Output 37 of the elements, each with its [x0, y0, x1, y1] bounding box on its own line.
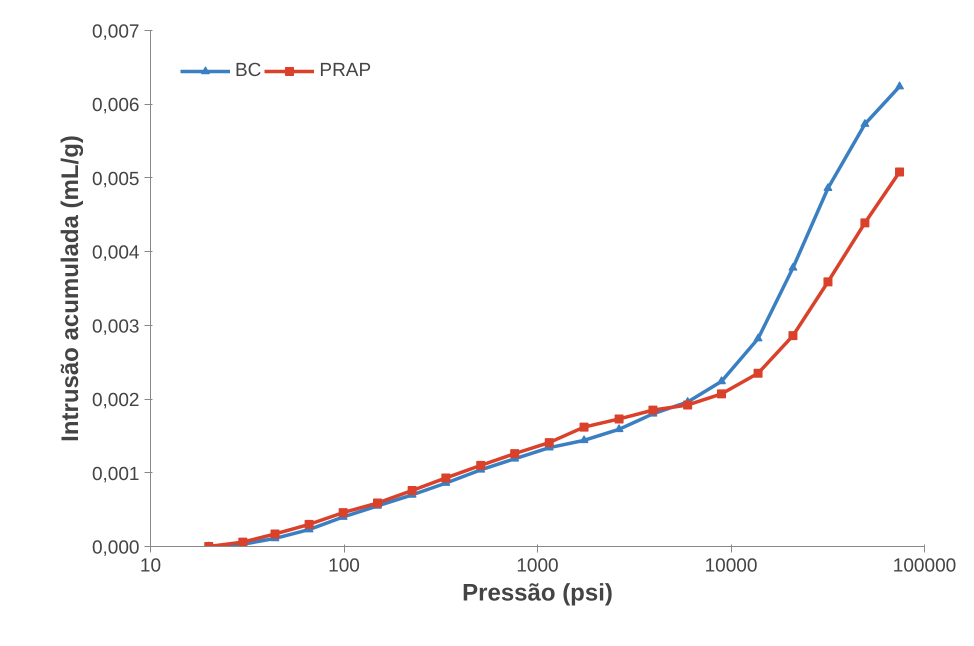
point	[441, 473, 450, 482]
point	[823, 183, 832, 192]
x-tick-label: 10	[140, 556, 162, 576]
legend-label: PRAP	[319, 60, 372, 82]
point	[304, 520, 314, 529]
point	[476, 460, 486, 470]
point	[544, 438, 554, 448]
y-tick-label: 0,006	[92, 95, 140, 116]
point	[788, 331, 798, 340]
x-tick-label: 1000	[516, 556, 559, 576]
point	[754, 334, 763, 342]
y-tick-label: 0,003	[92, 316, 140, 338]
y-tick-label: 0,000	[92, 538, 140, 558]
legend-label: BC	[235, 60, 262, 82]
point	[270, 529, 280, 538]
y-tick-label: 0,002	[92, 390, 140, 412]
point	[580, 422, 589, 432]
x-tick-label: 10000	[704, 556, 758, 576]
x-tick-label: 100000	[892, 556, 956, 576]
point	[823, 277, 832, 286]
point	[408, 486, 417, 495]
y-tick-label: 0,004	[92, 242, 140, 264]
y-tick-label: 0,001	[92, 464, 140, 485]
point	[338, 508, 348, 518]
point	[614, 424, 624, 432]
x-axis-title: Pressão (psi)	[462, 580, 613, 606]
point	[683, 400, 692, 410]
point	[788, 262, 798, 271]
x-tick-label: 100	[328, 556, 360, 576]
point	[754, 368, 763, 378]
y-tick-label: 0,005	[92, 168, 140, 190]
point	[510, 449, 520, 458]
y-axis-title: Intrusão acumulada (mL/g)	[56, 135, 84, 442]
point	[614, 414, 624, 424]
point	[580, 435, 589, 444]
y-tick-label: 0,007	[92, 22, 140, 42]
point	[648, 406, 658, 415]
